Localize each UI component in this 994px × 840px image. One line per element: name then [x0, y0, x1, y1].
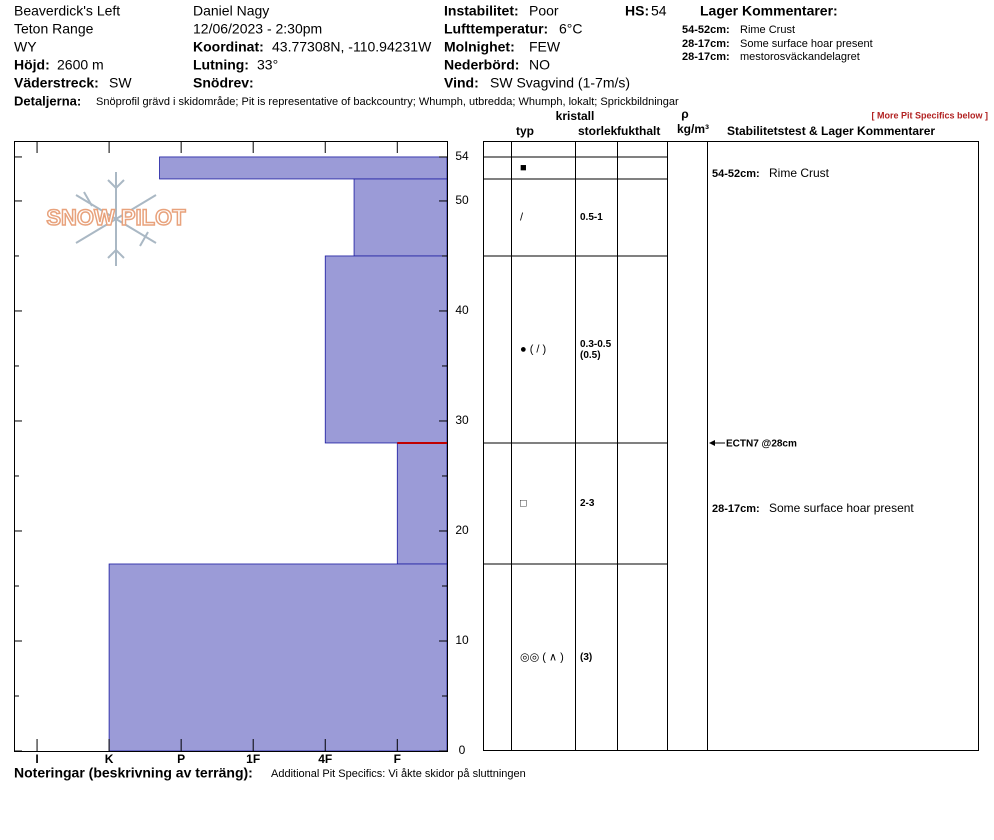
table-frame — [483, 141, 979, 751]
range: Teton Range — [14, 21, 94, 37]
x-tick-label: F — [394, 752, 401, 766]
comment-range: 28-17cm: — [682, 38, 730, 50]
value: NO — [529, 57, 550, 73]
plot-frame — [14, 141, 448, 752]
column-header: fukthalt — [617, 124, 660, 138]
label: Nederbörd: — [444, 57, 519, 73]
y-tick-label: 20 — [455, 523, 469, 537]
value: 33° — [257, 57, 278, 73]
notes: Additional Pit Specifics: Vi åkte skidor… — [271, 768, 526, 780]
y-tick-label: 50 — [455, 193, 469, 207]
label: Lutning: — [193, 57, 249, 73]
y-tick-label: 40 — [455, 303, 469, 317]
grain-type: ● ( / ) — [520, 343, 546, 355]
datetime: 12/06/2023 - 2:30pm — [193, 21, 322, 37]
comment-text: mestorosväckandelagret — [740, 51, 860, 63]
label: Snödrev: — [193, 75, 254, 91]
value: FEW — [529, 39, 561, 55]
label: Instabilitet: — [444, 3, 519, 19]
layer-bar — [353, 178, 448, 257]
y-tick-label: 10 — [455, 633, 469, 647]
label: Molnighet: — [444, 39, 515, 55]
grain-size: 2-3 — [580, 498, 595, 509]
value: Poor — [529, 3, 559, 19]
grain-size: 0.3-0.5 — [580, 339, 612, 350]
x-tick-label: K — [105, 752, 114, 766]
comment-text: Rime Crust — [740, 24, 795, 36]
value: SW — [109, 75, 132, 91]
logo — [75, 172, 157, 266]
value: SW Svagvind (1-7m/s) — [490, 75, 630, 91]
value: 54 — [651, 3, 667, 19]
state: WY — [14, 39, 37, 55]
comment-text: Some surface hoar present — [740, 38, 873, 50]
grain-size: (0.5) — [580, 350, 601, 361]
grain-type: □ — [520, 497, 527, 509]
label: Koordinat: — [193, 39, 264, 55]
comment-range: 54-52cm: — [682, 24, 730, 36]
grain-size: (3) — [580, 652, 592, 663]
grain-type: ■ — [520, 162, 527, 174]
comment-text: Some surface hoar present — [769, 501, 914, 515]
value: 6°C — [559, 21, 583, 37]
layer-bar — [396, 442, 448, 565]
label: Lufttemperatur: — [444, 21, 548, 37]
stability-test: ECTN7 @28cm — [726, 439, 797, 450]
x-tick-label: P — [177, 752, 185, 766]
test-arrow — [709, 440, 725, 446]
label: Höjd: — [14, 57, 50, 73]
grain-type: / — [520, 211, 524, 223]
more-link[interactable]: [ More Pit Specifics below ] — [871, 110, 988, 120]
label: HS: — [625, 3, 649, 19]
value: 2600 m — [57, 57, 104, 73]
location: Beaverdick's Left — [14, 3, 120, 19]
column-header: typ — [516, 124, 534, 138]
grain-size: 0.5-1 — [580, 212, 603, 223]
observer: Daniel Nagy — [193, 3, 269, 19]
column-header: kristall — [556, 109, 595, 123]
value: 43.77308N, -110.94231W — [272, 39, 432, 55]
label: Detaljerna: — [14, 93, 81, 108]
label: Noteringar (beskrivning av terräng): — [14, 765, 253, 781]
y-tick-label: 0 — [459, 743, 466, 757]
x-tick-label: 1F — [246, 752, 260, 766]
x-tick-label: 4F — [318, 752, 332, 766]
layer-bar — [108, 563, 448, 752]
y-tick-label: 30 — [455, 413, 469, 427]
layer-bar — [159, 156, 448, 180]
y-tick-label: 54 — [455, 149, 469, 163]
comment-range: 28-17cm: — [682, 51, 730, 63]
layer-bar — [324, 255, 448, 444]
column-header: ρ — [681, 107, 688, 121]
logo-text: SNOW PILOT — [46, 205, 186, 230]
column-header: kg/m³ — [677, 122, 709, 136]
label: Väderstreck: — [14, 75, 99, 91]
comment-text: Rime Crust — [769, 166, 830, 180]
label: Lager Kommentarer: — [700, 3, 838, 19]
grain-type: ◎◎ ( ∧ ) — [520, 651, 564, 663]
x-tick-label: I — [35, 752, 38, 766]
label: Vind: — [444, 75, 479, 91]
comment-range: 54-52cm: — [712, 168, 760, 180]
comment-range: 28-17cm: — [712, 503, 760, 515]
column-header: Stabilitetstest & Lager Kommentarer — [727, 124, 935, 138]
details: Snöprofil grävd i skidområde; Pit is rep… — [96, 96, 679, 108]
column-header: storlek — [578, 124, 618, 138]
